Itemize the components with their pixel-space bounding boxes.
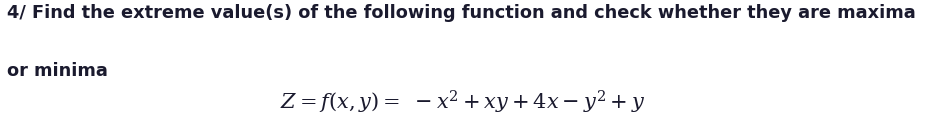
- Text: $Z = f(x,y) = \ -x^2 + xy + 4x - y^2 + y$: $Z = f(x,y) = \ -x^2 + xy + 4x - y^2 + y…: [279, 89, 646, 116]
- Text: 4/ Find the extreme value(s) of the following function and check whether they ar: 4/ Find the extreme value(s) of the foll…: [7, 4, 916, 22]
- Text: or minima: or minima: [7, 62, 108, 80]
